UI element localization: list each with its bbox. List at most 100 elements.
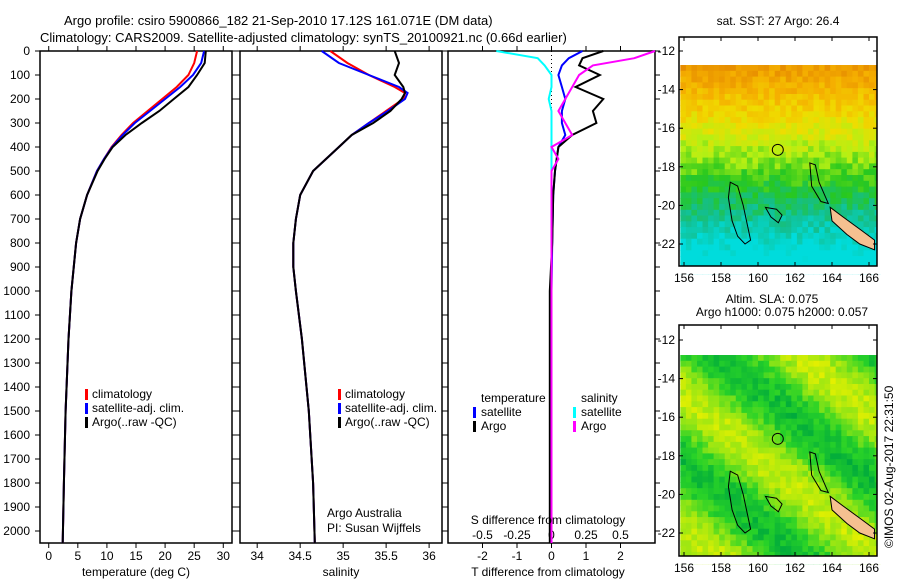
map-cell: [685, 122, 692, 130]
map-cell: [763, 140, 770, 147]
map-cell: [819, 355, 826, 362]
map-cell: [724, 192, 731, 199]
map-cell: [796, 459, 803, 466]
map-cell: [869, 215, 876, 222]
map-cell: [830, 424, 837, 431]
map-cell: [680, 430, 687, 437]
map-cell: [813, 436, 820, 443]
map-cell: [791, 534, 798, 541]
map-cell: [780, 192, 787, 199]
map-cell: [691, 99, 698, 107]
map-cell: [857, 146, 864, 153]
map-cell: [774, 111, 781, 118]
map-cell: [841, 488, 848, 495]
map-cell: [702, 157, 709, 164]
map-cell: [752, 528, 759, 536]
sla-map-title2: Argo h1000: 0.075 h2000: 0.057: [696, 305, 868, 319]
map-cell: [824, 169, 831, 176]
map-cell: [763, 198, 770, 205]
map-cell: [680, 551, 687, 559]
map-cell: [813, 447, 820, 454]
map-cell: [724, 163, 731, 170]
map-cell: [830, 244, 837, 251]
series-satellite-adj-clim-: [61, 50, 206, 544]
map-cell: [763, 389, 770, 397]
map-cell: [697, 88, 704, 95]
map-cell: [841, 389, 848, 397]
map-cell: [796, 221, 803, 228]
map-cell: [741, 99, 748, 107]
map-cell: [741, 122, 748, 130]
map-cell: [702, 94, 709, 101]
map-cell: [769, 163, 776, 170]
map-cell: [841, 88, 848, 95]
map-cell: [824, 494, 831, 501]
map-cell: [763, 180, 770, 188]
map-cell: [824, 244, 831, 251]
map-cell: [808, 355, 815, 362]
map-cell: [702, 198, 709, 205]
map-cell: [735, 117, 742, 124]
lat-tick-label: -14: [658, 83, 676, 97]
map-cell: [730, 232, 737, 240]
map-cell: [702, 76, 709, 83]
map-cell: [869, 232, 876, 240]
map-cell: [802, 389, 809, 397]
map-cell: [724, 517, 731, 524]
map-cell: [869, 117, 876, 124]
map-cell: [774, 436, 781, 443]
map-cell: [724, 389, 731, 397]
map-cell: [802, 215, 809, 222]
map-cell: [697, 134, 704, 141]
map-cell: [802, 209, 809, 217]
map-cell: [846, 424, 853, 431]
map-cell: [763, 256, 770, 263]
map-cell: [719, 99, 726, 107]
map-cell: [752, 134, 759, 141]
map-cell: [735, 418, 742, 426]
map-cell: [791, 372, 798, 379]
map-cell: [685, 117, 692, 124]
map-cell: [769, 355, 776, 362]
map-cell: [869, 470, 876, 478]
map-cell: [852, 111, 859, 118]
map-cell: [835, 424, 842, 431]
map-cell: [708, 482, 715, 489]
map-cell: [791, 407, 798, 414]
map-cell: [758, 517, 765, 524]
y-tick-label: 200: [10, 92, 30, 106]
map-cell: [741, 65, 748, 72]
map-cell: [713, 551, 720, 559]
map-cell: [780, 540, 787, 547]
map-cell: [680, 227, 687, 234]
x2-tick-label: 0.5: [612, 528, 629, 542]
map-cell: [719, 499, 726, 507]
map-cell: [841, 540, 848, 547]
map-cell: [697, 522, 704, 530]
map-cell: [774, 180, 781, 188]
annotation-org: Argo Australia: [327, 506, 402, 520]
map-cell: [746, 250, 753, 257]
map-cell: [785, 140, 792, 147]
map-cell: [796, 441, 803, 449]
map-cell: [758, 117, 765, 124]
map-cell: [730, 360, 737, 368]
map-cell: [857, 82, 864, 89]
map-cell: [730, 482, 737, 489]
map-cell: [730, 384, 737, 391]
map-cell: [713, 540, 720, 547]
map-cell: [680, 476, 687, 483]
map-cell: [869, 447, 876, 454]
map-cell: [846, 122, 853, 130]
map-cell: [802, 453, 809, 460]
map-cell: [769, 366, 776, 373]
map-cell: [758, 384, 765, 391]
map-cell: [802, 244, 809, 251]
map-cell: [785, 70, 792, 78]
map-cell: [863, 122, 870, 130]
map-cell: [846, 76, 853, 83]
map-cell: [763, 546, 770, 553]
map-cell: [791, 88, 798, 95]
map-cell: [813, 180, 820, 188]
map-cell: [774, 389, 781, 397]
